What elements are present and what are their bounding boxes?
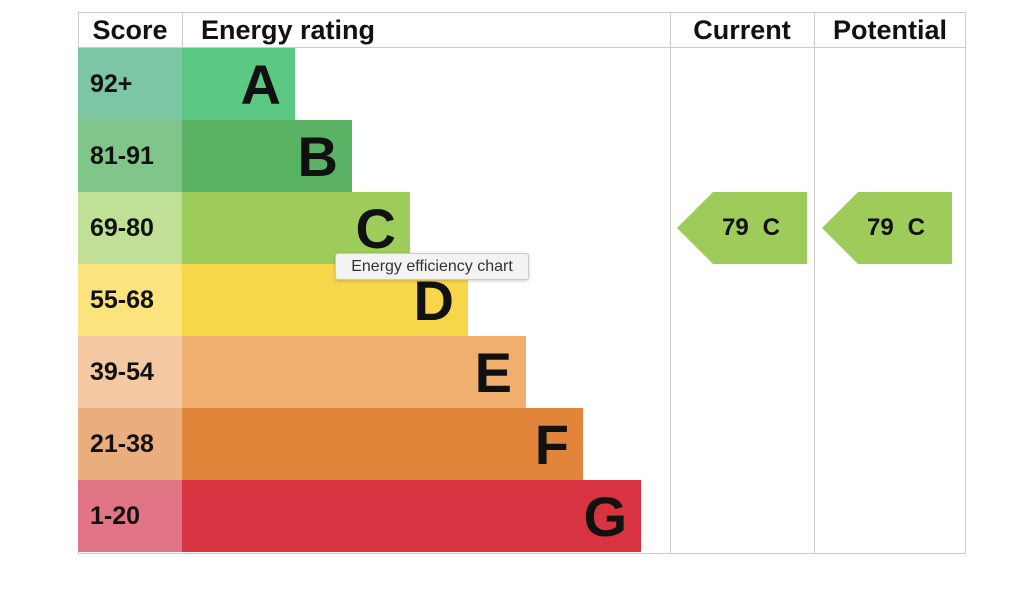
score-cell: 81-91	[78, 120, 182, 192]
rating-bar: G	[182, 480, 641, 552]
potential-band: C	[907, 214, 926, 241]
header-current: Current	[693, 14, 791, 45]
current-arrow: 79 C	[677, 192, 807, 264]
border-line	[814, 12, 815, 554]
current-value: 79	[721, 214, 749, 241]
score-cell: 1-20	[78, 480, 182, 552]
border-line	[78, 47, 966, 48]
border-line	[670, 12, 671, 554]
tooltip: Energy efficiency chart	[335, 253, 529, 280]
border-line	[78, 553, 966, 554]
rating-bar: F	[182, 408, 583, 480]
rating-bar: E	[182, 336, 526, 408]
header-potential: Potential	[832, 14, 947, 45]
rating-bar: B	[182, 120, 352, 192]
rating-bar: C	[182, 192, 410, 264]
rating-bar: A	[182, 48, 295, 120]
score-cell: 69-80	[78, 192, 182, 264]
potential-arrow: 79 C	[822, 192, 952, 264]
border-line	[965, 12, 966, 554]
header-score: Score	[92, 14, 168, 45]
potential-value: 79	[866, 214, 894, 241]
score-cell: 55-68	[78, 264, 182, 336]
border-line	[182, 12, 183, 48]
border-line	[78, 12, 966, 13]
score-cell: 92+	[78, 48, 182, 120]
score-cell: 39-54	[78, 336, 182, 408]
current-band: C	[762, 214, 781, 241]
header-rating: Energy rating	[201, 14, 376, 45]
score-cell: 21-38	[78, 408, 182, 480]
